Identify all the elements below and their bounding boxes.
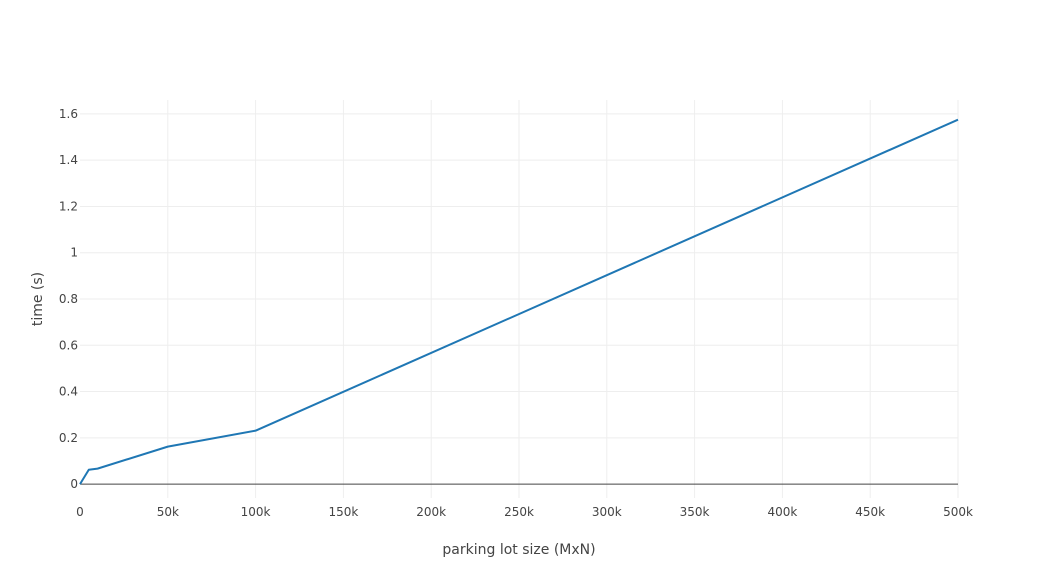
y-tick-label: 1: [70, 246, 78, 260]
x-tick-label: 250k: [504, 505, 534, 519]
x-tick-label: 150k: [328, 505, 358, 519]
x-axis-title: parking lot size (MxN): [442, 542, 595, 558]
y-axis-ticks: 0 0.2 0.4 0.6 0.8 1 1.2 1.4 1.6: [59, 107, 78, 491]
y-tick-label: 0.4: [59, 385, 78, 399]
x-tick-label: 100k: [241, 505, 271, 519]
x-tick-label: 50k: [157, 505, 179, 519]
x-tick-label: 300k: [592, 505, 622, 519]
x-tick-label: 0: [76, 505, 84, 519]
x-tick-label: 400k: [767, 505, 797, 519]
y-tick-label: 1.2: [59, 199, 78, 213]
y-tick-label: 0.6: [59, 338, 78, 352]
y-tick-label: 1.4: [59, 153, 78, 167]
x-tick-label: 500k: [943, 505, 973, 519]
x-tick-label: 350k: [680, 505, 710, 519]
y-tick-label: 0.8: [59, 292, 78, 306]
y-axis-title: time (s): [30, 272, 46, 326]
series-line: [79, 118, 959, 485]
y-tick-label: 0.2: [59, 431, 78, 445]
series-layer: [79, 118, 959, 485]
x-tick-label: 200k: [416, 505, 446, 519]
x-tick-label: 450k: [855, 505, 885, 519]
y-tick-label: 0: [70, 477, 78, 491]
y-tick-label: 1.6: [59, 107, 78, 121]
x-axis-ticks: 0 50k 100k 150k 200k 250k 300k 350k 400k 450k 500k: [76, 505, 973, 519]
grid: [80, 100, 959, 498]
